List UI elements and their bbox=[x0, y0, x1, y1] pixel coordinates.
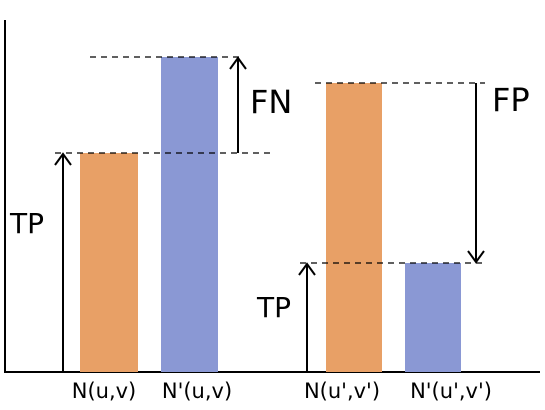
category-label: N(u,v) bbox=[72, 379, 137, 403]
bar bbox=[80, 153, 138, 372]
category-label: N(u',v') bbox=[304, 379, 380, 403]
arrow bbox=[298, 262, 316, 372]
fn-label: FN bbox=[250, 83, 292, 121]
bar bbox=[161, 57, 218, 372]
fp-label: FP bbox=[492, 81, 530, 119]
category-label: N'(u',v') bbox=[410, 379, 492, 403]
arrow bbox=[54, 152, 72, 372]
arrow bbox=[229, 56, 247, 153]
bar bbox=[326, 83, 382, 372]
bar bbox=[405, 263, 461, 372]
category-label: N'(u,v) bbox=[162, 379, 232, 403]
tp-label: TP bbox=[9, 207, 44, 240]
arrow bbox=[467, 83, 485, 264]
tp-label: TP bbox=[256, 291, 291, 324]
